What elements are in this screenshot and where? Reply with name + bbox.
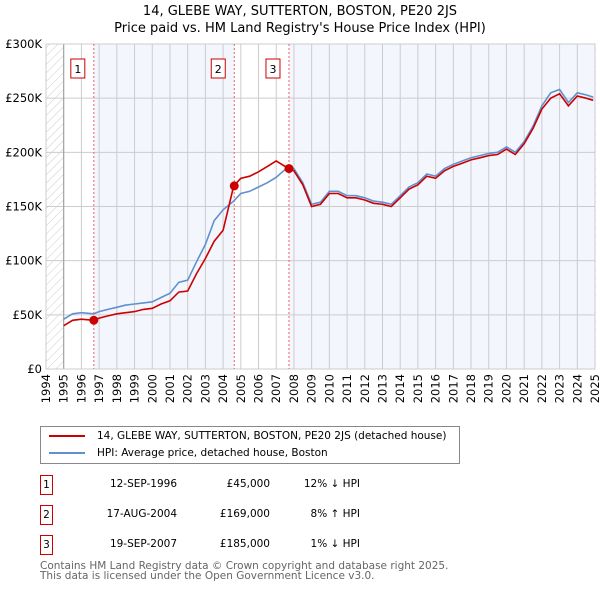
sale-label-number: 1 — [74, 63, 81, 76]
y-tick-label: £100K — [5, 254, 42, 268]
x-tick-label: 1994 — [39, 374, 53, 403]
legend: 14, GLEBE WAY, SUTTERTON, BOSTON, PE20 2… — [40, 426, 460, 464]
sale-date: 12-SEP-1996 — [109, 478, 177, 490]
x-tick-label: 1996 — [74, 374, 88, 403]
y-tick-label: £200K — [5, 145, 42, 159]
x-tick-label: 2005 — [234, 374, 248, 403]
x-tick-label: 2002 — [181, 374, 195, 403]
sale-hpi: 8% ↑ HPI — [310, 508, 360, 520]
x-tick-label: 2018 — [464, 374, 478, 403]
x-tick-label: 2009 — [305, 374, 319, 403]
x-tick-label: 2000 — [145, 374, 159, 403]
x-tick-label: 2015 — [411, 374, 425, 403]
x-tick-label: 2021 — [517, 374, 531, 403]
legend-label-hpi: HPI: Average price, detached house, Bost… — [97, 447, 328, 459]
legend-label-property: 14, GLEBE WAY, SUTTERTON, BOSTON, PE20 2… — [97, 430, 447, 442]
chart-title: 14, GLEBE WAY, SUTTERTON, BOSTON, PE20 2… — [142, 4, 458, 19]
sale-point — [89, 315, 99, 325]
y-tick-label: £250K — [5, 91, 42, 105]
sale-price: £45,000 — [226, 478, 270, 490]
y-tick-label: £50K — [13, 308, 43, 322]
x-tick-label: 2004 — [216, 374, 230, 403]
x-tick-label: 2023 — [553, 374, 567, 403]
footer: Contains HM Land Registry data © Crown c… — [40, 560, 449, 582]
sale-marker: 2 — [40, 505, 53, 525]
x-tick-label: 2017 — [446, 374, 460, 403]
chart-subtitle: Price paid vs. HM Land Registry's House … — [114, 21, 486, 36]
x-tick-label: 2013 — [375, 374, 389, 403]
x-tick-label: 1995 — [57, 374, 71, 403]
x-tick-label: 2020 — [499, 374, 513, 403]
x-tick-label: 2022 — [535, 374, 549, 403]
x-tick-label: 2006 — [252, 374, 266, 403]
sale-row: 1 12-SEP-1996 £45,000 12% ↓ HPI — [40, 475, 440, 495]
sale-hpi: 1% ↓ HPI — [310, 538, 360, 550]
sale-row: 3 19-SEP-2007 £185,000 1% ↓ HPI — [40, 535, 440, 555]
y-tick-label: £300K — [5, 37, 42, 51]
footer-line: Contains HM Land Registry data © Crown c… — [40, 560, 449, 572]
sale-marker: 1 — [40, 475, 53, 495]
x-tick-label: 2008 — [287, 374, 301, 403]
price-line — [63, 92, 594, 327]
sale-label-number: 3 — [269, 63, 276, 76]
sale-point — [284, 164, 294, 174]
hpi-line — [63, 88, 594, 320]
x-tick-label: 1997 — [92, 374, 106, 403]
sale-date: 17-AUG-2004 — [106, 508, 177, 520]
x-tick-label: 2003 — [198, 374, 212, 403]
x-tick-label: 2025 — [588, 374, 600, 403]
x-tick-label: 2001 — [163, 374, 177, 403]
footer-line: This data is licensed under the Open Gov… — [40, 570, 375, 582]
sale-label-box — [265, 58, 281, 79]
x-tick-label: 2019 — [482, 374, 496, 403]
x-tick-label: 2010 — [322, 374, 336, 403]
sale-date: 19-SEP-2007 — [109, 538, 177, 550]
x-tick-label: 2024 — [570, 374, 584, 403]
sale-marker: 3 — [40, 535, 53, 555]
plot-border — [45, 43, 596, 370]
sale-price: £185,000 — [219, 538, 270, 550]
y-tick-label: £150K — [5, 200, 42, 214]
sale-row: 2 17-AUG-2004 £169,000 8% ↑ HPI — [40, 505, 440, 525]
x-tick-label: 1999 — [128, 374, 142, 403]
x-tick-label: 2016 — [429, 374, 443, 403]
x-tick-label: 1998 — [110, 374, 124, 403]
legend-blue-line — [49, 452, 85, 454]
sale-point — [229, 181, 239, 191]
x-tick-label: 2007 — [269, 374, 283, 403]
sale-label-number: 2 — [215, 63, 222, 76]
y-tick-label: £0 — [27, 362, 42, 376]
sale-price: £169,000 — [219, 508, 270, 520]
sale-hpi: 12% ↓ HPI — [303, 478, 360, 490]
legend-red-line — [49, 435, 85, 437]
x-tick-label: 2012 — [358, 374, 372, 403]
sale-label-box — [70, 58, 86, 79]
x-tick-label: 2014 — [393, 374, 407, 403]
x-tick-label: 2011 — [340, 374, 354, 403]
sale-label-box — [210, 58, 226, 79]
